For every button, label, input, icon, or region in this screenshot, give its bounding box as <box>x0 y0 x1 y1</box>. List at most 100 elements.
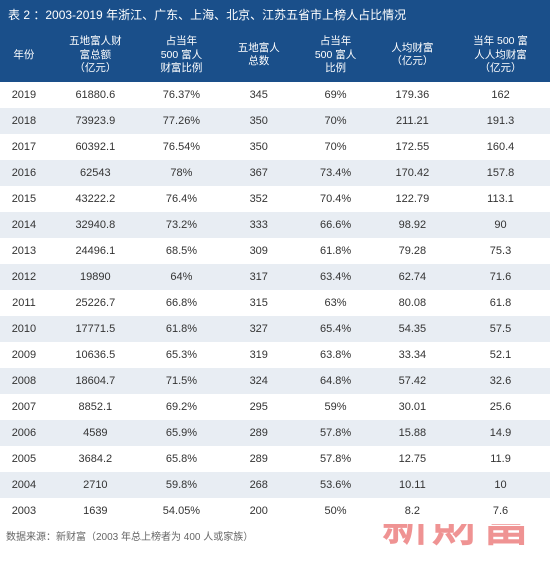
table-row: 201125226.766.8%31563%80.0861.8 <box>0 290 550 316</box>
table-cell: 65.3% <box>143 342 220 368</box>
table-cell: 317 <box>220 264 297 290</box>
table-cell: 73.4% <box>297 160 373 186</box>
table-cell: 76.54% <box>143 134 220 160</box>
table-cell: 77.26% <box>143 108 220 134</box>
table-cell: 3684.2 <box>48 446 143 472</box>
table-cell: 2016 <box>0 160 48 186</box>
table-cell: 8852.1 <box>48 394 143 420</box>
table-row: 2006458965.9%28957.8%15.8814.9 <box>0 420 550 446</box>
table-cell: 68.5% <box>143 238 220 264</box>
table-cell: 157.8 <box>451 160 550 186</box>
table-cell: 73923.9 <box>48 108 143 134</box>
table-cell: 2009 <box>0 342 48 368</box>
table-row: 201873923.977.26%35070%211.21191.3 <box>0 108 550 134</box>
table-cell: 30.01 <box>374 394 451 420</box>
column-header: 占当年500 富人财富比例 <box>143 29 220 82</box>
table-cell: 59% <box>297 394 373 420</box>
table-cell: 179.36 <box>374 82 451 108</box>
table-cell: 319 <box>220 342 297 368</box>
table-cell: 2012 <box>0 264 48 290</box>
table-row: 200910636.565.3%31963.8%33.3452.1 <box>0 342 550 368</box>
table-row: 20053684.265.8%28957.8%12.7511.9 <box>0 446 550 472</box>
table-cell: 7.6 <box>451 498 550 524</box>
table-cell: 12.75 <box>374 446 451 472</box>
table-cell: 73.2% <box>143 212 220 238</box>
table-cell: 10.11 <box>374 472 451 498</box>
table-cell: 65.9% <box>143 420 220 446</box>
table-cell: 75.3 <box>451 238 550 264</box>
table-cell: 2003 <box>0 498 48 524</box>
table-cell: 268 <box>220 472 297 498</box>
table-cell: 65.8% <box>143 446 220 472</box>
table-cell: 2017 <box>0 134 48 160</box>
table-cell: 345 <box>220 82 297 108</box>
table-cell: 4589 <box>48 420 143 446</box>
table-cell: 61.8% <box>143 316 220 342</box>
table-cell: 162 <box>451 82 550 108</box>
table-cell: 57.5 <box>451 316 550 342</box>
column-header: 年份 <box>0 29 48 82</box>
table-cell: 62.74 <box>374 264 451 290</box>
table-cell: 71.6 <box>451 264 550 290</box>
table-row: 201543222.276.4%35270.4%122.79113.1 <box>0 186 550 212</box>
table-cell: 2019 <box>0 82 48 108</box>
table-cell: 333 <box>220 212 297 238</box>
table-row: 201432940.873.2%33366.6%98.9290 <box>0 212 550 238</box>
table-cell: 170.42 <box>374 160 451 186</box>
table-footnote: 数据来源：新财富（2003 年总上榜者为 400 人或家族） <box>0 524 550 547</box>
table-cell: 2007 <box>0 394 48 420</box>
table-cell: 61.8% <box>297 238 373 264</box>
table-cell: 367 <box>220 160 297 186</box>
column-header: 当年 500 富人人均财富（亿元） <box>451 29 550 82</box>
table-cell: 64.8% <box>297 368 373 394</box>
table-row: 2003163954.05%20050%8.27.6 <box>0 498 550 524</box>
table-cell: 2005 <box>0 446 48 472</box>
table-row: 20078852.169.2%29559%30.0125.6 <box>0 394 550 420</box>
table-cell: 76.4% <box>143 186 220 212</box>
table-cell: 309 <box>220 238 297 264</box>
table-cell: 122.79 <box>374 186 451 212</box>
table-cell: 10 <box>451 472 550 498</box>
table-cell: 211.21 <box>374 108 451 134</box>
table-cell: 71.5% <box>143 368 220 394</box>
column-header: 占当年500 富人比例 <box>297 29 373 82</box>
table-cell: 70.4% <box>297 186 373 212</box>
table-cell: 25.6 <box>451 394 550 420</box>
table-cell: 60392.1 <box>48 134 143 160</box>
table-cell: 352 <box>220 186 297 212</box>
table-row: 201760392.176.54%35070%172.55160.4 <box>0 134 550 160</box>
table-cell: 54.05% <box>143 498 220 524</box>
table-cell: 2710 <box>48 472 143 498</box>
table-cell: 33.34 <box>374 342 451 368</box>
table-cell: 2018 <box>0 108 48 134</box>
table-row: 20166254378%36773.4%170.42157.8 <box>0 160 550 186</box>
table-cell: 69% <box>297 82 373 108</box>
table-cell: 10636.5 <box>48 342 143 368</box>
table-cell: 350 <box>220 108 297 134</box>
table-cell: 295 <box>220 394 297 420</box>
table-cell: 90 <box>451 212 550 238</box>
table-header: 年份五地富人财富总额（亿元）占当年500 富人财富比例五地富人总数占当年500 … <box>0 29 550 82</box>
table-cell: 32940.8 <box>48 212 143 238</box>
table-cell: 19890 <box>48 264 143 290</box>
table-cell: 65.4% <box>297 316 373 342</box>
table-cell: 17771.5 <box>48 316 143 342</box>
table-cell: 200 <box>220 498 297 524</box>
table-cell: 2004 <box>0 472 48 498</box>
table-cell: 350 <box>220 134 297 160</box>
table-cell: 18604.7 <box>48 368 143 394</box>
column-header: 五地富人财富总额（亿元） <box>48 29 143 82</box>
table-cell: 25226.7 <box>48 290 143 316</box>
table-cell: 160.4 <box>451 134 550 160</box>
table-cell: 324 <box>220 368 297 394</box>
table-cell: 24496.1 <box>48 238 143 264</box>
table-cell: 62543 <box>48 160 143 186</box>
table-cell: 2006 <box>0 420 48 446</box>
table-cell: 70% <box>297 108 373 134</box>
table-row: 201324496.168.5%30961.8%79.2875.3 <box>0 238 550 264</box>
table-row: 2004271059.8%26853.6%10.1110 <box>0 472 550 498</box>
table-cell: 8.2 <box>374 498 451 524</box>
table-cell: 32.6 <box>451 368 550 394</box>
table-row: 201961880.676.37%34569%179.36162 <box>0 82 550 108</box>
table-cell: 2014 <box>0 212 48 238</box>
